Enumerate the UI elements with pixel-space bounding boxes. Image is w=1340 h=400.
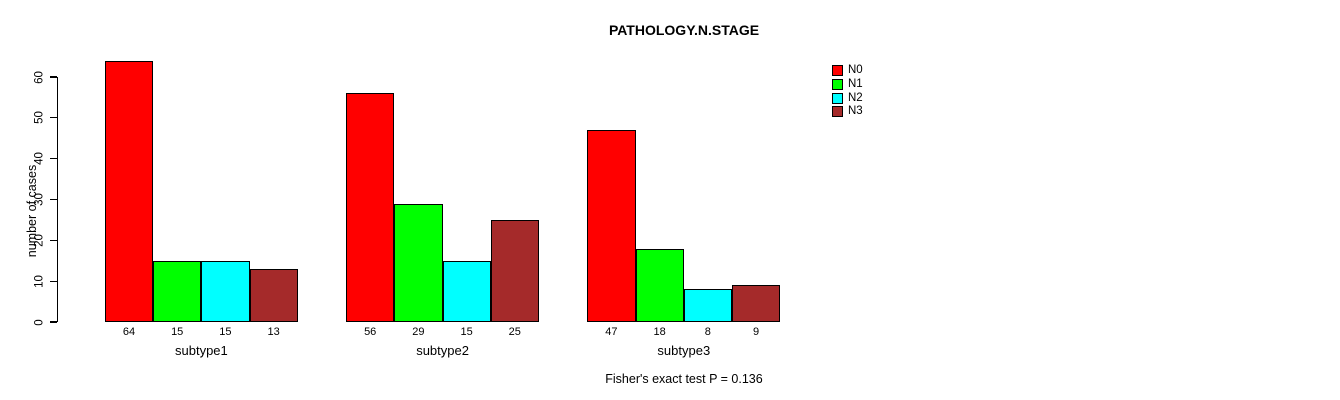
legend-item-N3: N3 [832, 105, 863, 119]
y-tick-mark [50, 158, 57, 160]
category-label-subtype1: subtype1 [175, 343, 228, 358]
bar-value-label: 8 [704, 326, 711, 338]
category-label-subtype2: subtype2 [416, 343, 469, 358]
y-tick-mark [50, 198, 57, 201]
bar-value-label: 18 [653, 326, 666, 338]
bar-value-label: 29 [412, 326, 425, 338]
y-tick-label: 60 [33, 70, 46, 84]
legend-swatch-N1 [832, 79, 843, 91]
bar-value-label: 15 [171, 326, 184, 338]
bar-N3-subtype2 [490, 219, 539, 322]
legend-label: N2 [848, 91, 863, 104]
bar-N1-subtype3 [635, 248, 684, 322]
y-tick-label: 30 [33, 193, 46, 206]
legend-label: N3 [848, 105, 863, 118]
legend-label: N1 [848, 78, 863, 91]
bar-value-label: 25 [508, 326, 521, 338]
bar-value-label: 64 [122, 326, 136, 338]
y-tick-mark [50, 117, 57, 119]
bar-value-label: 15 [460, 326, 473, 338]
legend-swatch-N3 [832, 106, 843, 118]
legend-swatch-N2 [832, 92, 843, 104]
legend-label: N0 [848, 64, 863, 77]
category-label-subtype3: subtype3 [657, 343, 711, 358]
bar-value-label: 9 [752, 326, 760, 338]
y-tick-label: 50 [33, 111, 46, 125]
y-tick-label: 40 [33, 152, 46, 166]
bar-N3-subtype3 [732, 285, 781, 322]
y-tick-mark [50, 280, 57, 282]
y-axis-line [57, 77, 59, 322]
annotation-text: Fisher's exact test P = 0.136 [605, 372, 763, 386]
y-tick-label: 0 [33, 318, 46, 326]
bar-N2-subtype3 [683, 289, 732, 322]
legend-item-N2: N2 [832, 91, 863, 105]
chart-title: PATHOLOGY.N.STAGE [608, 22, 760, 38]
y-tick-label: 10 [33, 274, 46, 288]
bar-N0-subtype1 [105, 60, 154, 322]
bar-N2-subtype1 [201, 260, 250, 322]
bar-value-label: 13 [267, 326, 280, 338]
bar-N1-subtype2 [394, 203, 443, 322]
bar-N3-subtype1 [249, 268, 298, 322]
bar-N2-subtype2 [442, 260, 491, 322]
bar-N1-subtype1 [153, 260, 202, 322]
y-tick-mark [50, 321, 57, 323]
y-tick-mark [50, 76, 57, 78]
y-tick-mark [50, 239, 57, 241]
y-tick-label: 20 [33, 233, 46, 247]
legend-item-N1: N1 [832, 78, 863, 92]
legend-swatch-N0 [832, 65, 843, 77]
bar-value-label: 47 [605, 326, 618, 338]
bar-N0-subtype3 [587, 130, 636, 322]
bar-N0-subtype2 [346, 93, 395, 322]
legend-item-N0: N0 [832, 64, 863, 78]
bar-value-label: 56 [364, 326, 377, 338]
bar-value-label: 15 [219, 326, 232, 338]
legend: N0 N1 N2 N3 [832, 64, 863, 119]
